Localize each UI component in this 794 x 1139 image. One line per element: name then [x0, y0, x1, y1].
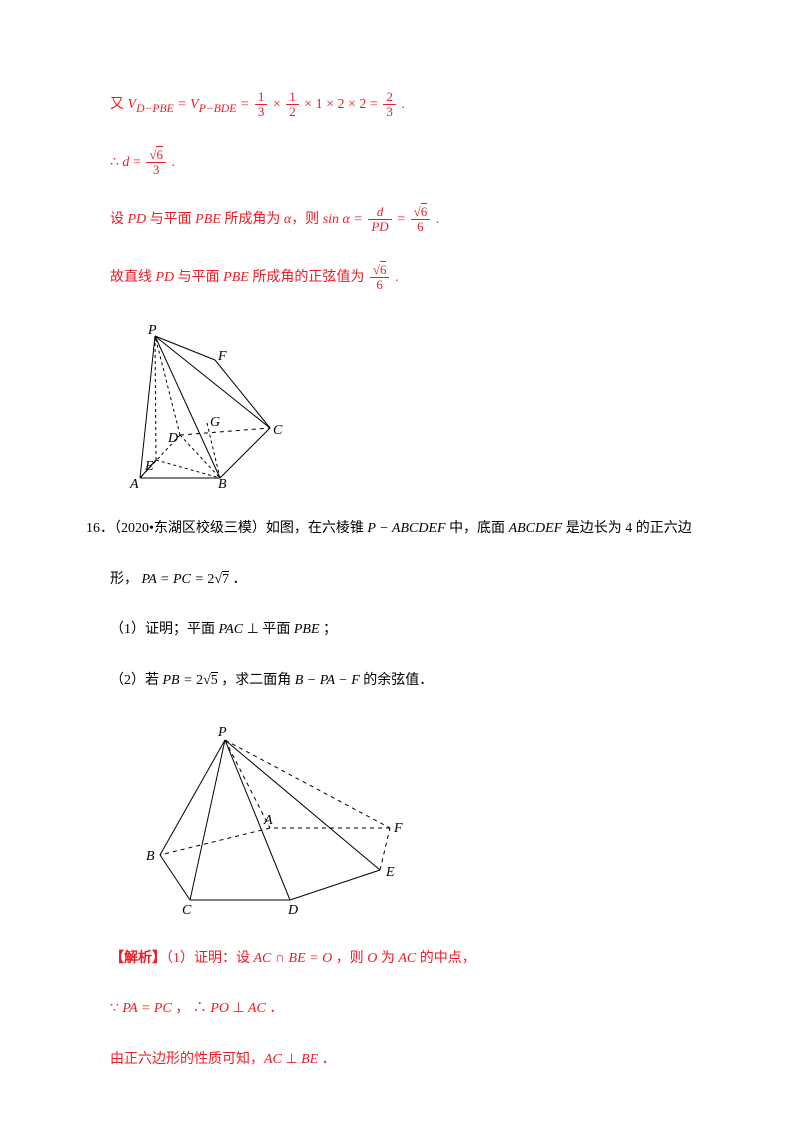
text: ．: [318, 1052, 336, 1067]
label-P: P: [217, 725, 227, 740]
label-E: E: [385, 865, 395, 880]
math-pyramid: P − ABCDEF: [367, 521, 445, 536]
math-base: ABCDEF: [509, 521, 563, 536]
text: 与平面: [146, 212, 195, 227]
label-E: E: [144, 459, 154, 474]
var-PBE: PBE: [223, 270, 249, 285]
text: 所成角为: [221, 212, 284, 227]
label-C: C: [182, 903, 192, 918]
figure-pyramid-1: P F G D C E A B: [110, 320, 290, 490]
question-16-line1: 16．（2020•东湖区校级三模）如图，在六棱锥 P − ABCDEF 中，底面…: [86, 518, 714, 540]
text: 故直线: [110, 270, 156, 285]
label-D: D: [287, 903, 298, 918]
label-F: F: [393, 821, 403, 836]
text: 与平面: [174, 270, 223, 285]
label-P: P: [147, 323, 157, 338]
math-eq: PA = PC: [122, 1001, 171, 1016]
math-PBE: PBE: [294, 622, 320, 637]
text: 中，底面: [446, 521, 509, 536]
var-O: O: [367, 951, 377, 966]
label-B: B: [146, 849, 155, 864]
text: 的余弦值．: [360, 673, 434, 688]
label-A: A: [129, 477, 139, 490]
text: 的中点，: [416, 951, 476, 966]
text: 为: [377, 951, 398, 966]
text: ，求二面角: [221, 673, 295, 688]
text: ，则: [291, 212, 323, 227]
prev-solution-line2: ∴ d = √63 .: [110, 148, 714, 178]
text: （2）若: [110, 673, 163, 688]
text: 如图，在六棱锥: [266, 521, 368, 536]
text: （1）证明；平面: [110, 622, 219, 637]
math-PAC: PAC: [219, 622, 244, 637]
text: ；: [320, 622, 338, 637]
question-16-line2: 形， PA = PC = 2√7 ．: [110, 569, 714, 591]
text: 由正六边形的性质可知，: [110, 1052, 264, 1067]
math-angle: B − PA − F: [295, 673, 360, 688]
text-perp: ⊥ 平面: [243, 622, 294, 637]
label-A: A: [263, 813, 273, 828]
text: 设: [110, 212, 128, 227]
solution-16-line1: 【解析】（1）证明：设 AC ∩ BE = O ，则 O 为 AC 的中点，: [110, 948, 714, 970]
label-B: B: [218, 477, 227, 490]
prev-solution-line4: 故直线 PD 与平面 PBE 所成角的正弦值为 √66 .: [110, 263, 714, 293]
text: 是边长为 4 的正六边: [562, 521, 692, 536]
prev-solution-line3: 设 PD 与平面 PBE 所成角为 α，则 sin α = dPD = √66 …: [110, 205, 714, 235]
var-PD: PD: [128, 212, 147, 227]
figure-hexagonal-pyramid: P A B C D E F: [130, 720, 420, 920]
text: ．: [266, 1001, 284, 1016]
var-AC: AC: [398, 951, 416, 966]
text: （1）证明：设: [166, 951, 254, 966]
formula-volume: VD−PBE = VP−BDE =: [128, 97, 253, 112]
text: ∴: [110, 155, 122, 170]
solution-16-line3: 由正六边形的性质可知，AC ⊥ BE ．: [110, 1049, 714, 1071]
text: ．: [233, 572, 247, 587]
label-D: D: [167, 431, 178, 446]
var-PBE: PBE: [195, 212, 221, 227]
solution-16-line2: ∵ PA = PC ， ∴ PO ⊥ AC ．: [110, 998, 714, 1020]
text: ， ∴: [172, 1001, 211, 1016]
question-16-part2: （2）若 PB = 2√5 ，求二面角 B − PA − F 的余弦值．: [110, 670, 714, 692]
text: 所成角的正弦值为: [249, 270, 368, 285]
text: ∵: [110, 1001, 122, 1016]
var-PD: PD: [156, 270, 175, 285]
text: 又: [110, 97, 128, 112]
text: 形，: [110, 572, 138, 587]
text: ，则: [332, 951, 367, 966]
q-number: 16．: [86, 521, 114, 536]
label-G: G: [210, 415, 220, 430]
q-source: （2020•东湖区校级三模）: [114, 521, 266, 536]
prev-solution-line1: 又 VD−PBE = VP−BDE = 13 × 12 × 1 × 2 × 2 …: [110, 90, 714, 120]
label-F: F: [217, 349, 227, 364]
question-16-part1: （1）证明；平面 PAC ⊥ 平面 PBE ；: [110, 619, 714, 641]
solution-tag: 【解析】: [110, 951, 166, 966]
label-C: C: [273, 423, 283, 438]
